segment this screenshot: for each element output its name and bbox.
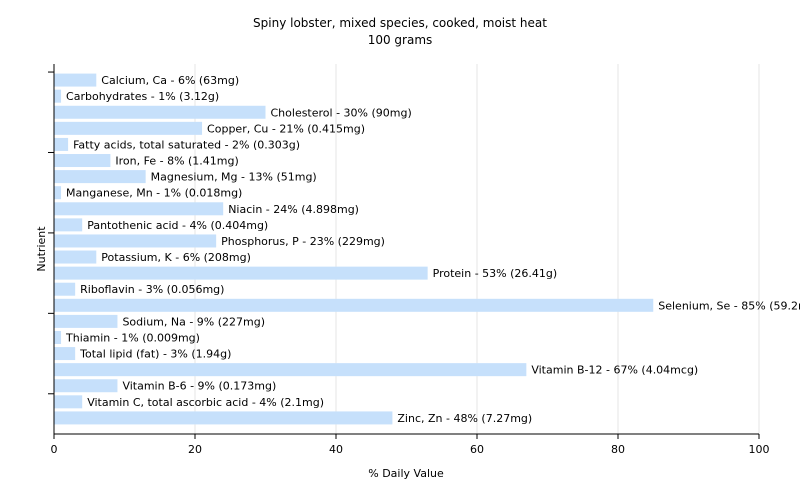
chart-title: Spiny lobster, mixed species, cooked, mo… bbox=[253, 16, 547, 30]
bar-label: Fatty acids, total saturated - 2% (0.303… bbox=[73, 138, 300, 151]
bar bbox=[54, 89, 62, 103]
bar-label: Pantothenic acid - 4% (0.404mg) bbox=[87, 219, 268, 232]
bar-label: Manganese, Mn - 1% (0.018mg) bbox=[66, 187, 242, 200]
bars: Calcium, Ca - 6% (63mg) Carbohydrates - 1… bbox=[54, 73, 800, 425]
bar-label: Cholesterol - 30% (90mg) bbox=[271, 106, 412, 119]
bar bbox=[54, 234, 217, 248]
bar bbox=[54, 330, 62, 344]
bar-label: Carbohydrates - 1% (3.12g) bbox=[66, 90, 219, 103]
bar bbox=[54, 266, 428, 280]
bar-label: Vitamin C, total ascorbic acid - 4% (2.1… bbox=[87, 396, 324, 409]
axes: 0 20 40 60 80 100 bbox=[48, 64, 770, 456]
bar-label: Protein - 53% (26.41g) bbox=[433, 267, 558, 280]
bar bbox=[54, 347, 76, 361]
x-tick-label: 20 bbox=[188, 443, 202, 456]
bar bbox=[54, 154, 111, 168]
bar bbox=[54, 121, 203, 135]
x-tick-label: 0 bbox=[51, 443, 58, 456]
bar-label: Niacin - 24% (4.898mg) bbox=[228, 203, 359, 216]
bar-label: Calcium, Ca - 6% (63mg) bbox=[101, 74, 239, 87]
bar-label: Copper, Cu - 21% (0.415mg) bbox=[207, 122, 365, 135]
bar bbox=[54, 395, 83, 409]
bar-label: Magnesium, Mg - 13% (51mg) bbox=[151, 171, 317, 184]
bar-label: Thiamin - 1% (0.009mg) bbox=[65, 331, 200, 344]
bar-label: Selenium, Se - 85% (59.2mcg) bbox=[658, 299, 800, 312]
bar-label: Riboflavin - 3% (0.056mg) bbox=[80, 283, 224, 296]
bar bbox=[54, 73, 97, 87]
x-tick-label: 60 bbox=[470, 443, 484, 456]
bar-label: Potassium, K - 6% (208mg) bbox=[101, 251, 251, 264]
x-axis-label: % Daily Value bbox=[368, 467, 444, 480]
bar-label: Iron, Fe - 8% (1.41mg) bbox=[115, 155, 238, 168]
bar-label: Vitamin B-12 - 67% (4.04mcg) bbox=[531, 364, 698, 377]
bar bbox=[54, 105, 266, 119]
y-axis-label: Nutrient bbox=[35, 226, 48, 272]
bar bbox=[54, 186, 62, 200]
bar-label: Zinc, Zn - 48% (7.27mg) bbox=[397, 412, 532, 425]
bar bbox=[54, 379, 118, 393]
bar bbox=[54, 298, 654, 312]
x-tick-label: 80 bbox=[611, 443, 625, 456]
x-tick-label: 40 bbox=[329, 443, 343, 456]
bar bbox=[54, 218, 83, 232]
bar bbox=[54, 137, 69, 151]
bar bbox=[54, 411, 393, 425]
bar-label: Phosphorus, P - 23% (229mg) bbox=[221, 235, 385, 248]
bar bbox=[54, 314, 118, 328]
bar bbox=[54, 170, 146, 184]
bar bbox=[54, 282, 76, 296]
bar bbox=[54, 363, 527, 377]
x-tick-label: 100 bbox=[749, 443, 770, 456]
bar bbox=[54, 250, 97, 264]
bar-label: Vitamin B-6 - 9% (0.173mg) bbox=[122, 380, 276, 393]
plot-area bbox=[54, 64, 759, 434]
bar-label: Sodium, Na - 9% (227mg) bbox=[122, 315, 265, 328]
bar bbox=[54, 202, 224, 216]
bar-label: Total lipid (fat) - 3% (1.94g) bbox=[79, 348, 231, 361]
chart-subtitle: 100 grams bbox=[367, 33, 433, 47]
